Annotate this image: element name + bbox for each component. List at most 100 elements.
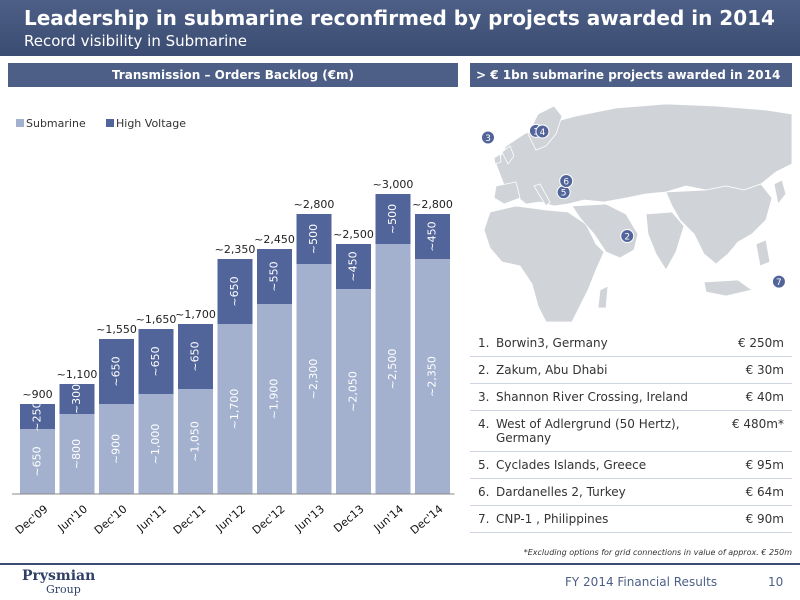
bar-high-voltage: [178, 324, 213, 389]
total-label: ~2,800: [294, 198, 335, 211]
project-value: € 64m: [745, 485, 784, 499]
data-label-submarine: ~900: [110, 434, 123, 464]
project-number: 6.: [478, 485, 490, 499]
logo-company: Prysmian: [22, 568, 96, 584]
data-label-high-voltage: ~650: [149, 346, 162, 376]
bar-high-voltage: [257, 249, 292, 304]
project-markers: 1234567: [480, 123, 786, 289]
chart-section-title: Transmission – Orders Backlog (€m): [8, 63, 458, 87]
project-value: € 95m: [745, 458, 784, 472]
bar-high-voltage: [375, 194, 411, 244]
logo-group: Group: [46, 583, 81, 596]
project-name: Borwin3, Germany: [496, 336, 608, 350]
project-row: 3. Shannon River Crossing, Ireland € 40m: [470, 384, 792, 411]
bar-submarine: [217, 324, 253, 494]
bar-submarine: [138, 394, 174, 494]
map-marker-7: [771, 274, 786, 289]
bar-high-voltage: [217, 259, 253, 324]
data-label-high-voltage: ~500: [386, 204, 399, 234]
legend-label-0: Submarine: [26, 117, 86, 130]
data-label-submarine: ~1,000: [149, 424, 162, 465]
page-title: Leadership in submarine reconfirmed by p…: [24, 6, 775, 30]
data-label-high-voltage: ~250: [31, 401, 44, 431]
category-label: Dec'12: [250, 502, 288, 537]
category-label: Dec13: [331, 502, 366, 535]
backlog-chart: Submarine High Voltage ~650 ~250 ~900 Dec'09 ~…: [12, 117, 455, 537]
total-label: ~1,100: [57, 368, 98, 381]
project-name: Zakum, Abu Dhabi: [496, 363, 608, 377]
total-label: ~1,550: [96, 323, 137, 336]
category-label: Jun'13: [292, 502, 327, 535]
bar-high-voltage: [415, 214, 450, 259]
category-label: Dec'14: [408, 502, 446, 537]
category-label: Jun'11: [134, 502, 169, 535]
map-marker-label: 6: [563, 177, 569, 187]
map-marker-2: [620, 229, 635, 244]
project-name: Dardanelles 2, Turkey: [496, 485, 626, 499]
legend-swatch-0: [16, 119, 24, 127]
bar-high-voltage: [138, 329, 174, 394]
company-logo: Prysmian Group: [22, 568, 96, 596]
category-label: Dec'11: [171, 502, 209, 537]
bar-submarine: [336, 289, 371, 494]
project-number: 2.: [478, 363, 490, 377]
world-map: 1234567: [476, 94, 792, 322]
data-label-high-voltage: ~650: [110, 356, 123, 386]
footnote: *Excluding options for grid connections …: [523, 548, 792, 557]
category-label: Dec'09: [13, 502, 51, 537]
total-label: ~3,000: [373, 178, 414, 191]
project-row: 6. Dardanelles 2, Turkey € 64m: [470, 479, 792, 506]
bar-submarine: [415, 259, 450, 494]
legend-swatch-1: [106, 119, 114, 127]
total-label: ~1,700: [175, 308, 216, 321]
bar-submarine: [296, 264, 332, 494]
map-marker-label: 5: [561, 189, 567, 199]
footer-text: FY 2014 Financial Results: [565, 575, 718, 589]
project-name: Shannon River Crossing, Ireland: [496, 390, 689, 404]
total-label: ~2,800: [412, 198, 453, 211]
bar-submarine: [178, 389, 213, 494]
category-label: Jun'12: [213, 502, 248, 535]
total-label: ~2,350: [215, 243, 256, 256]
project-row: 4. West of Adlergrund (50 Hertz), Germany…: [470, 411, 792, 452]
bar-submarine: [99, 404, 134, 494]
project-number: 1.: [478, 336, 490, 350]
total-label: ~1,650: [136, 313, 177, 326]
page-number: 10: [768, 575, 784, 589]
project-value: € 90m: [745, 512, 784, 526]
category-label: Jun'10: [55, 502, 90, 535]
category-label: Dec'10: [92, 502, 130, 537]
bar-submarine: [20, 429, 55, 494]
header-bar: Leadership in submarine reconfirmed by p…: [0, 0, 800, 56]
data-label-submarine: ~2,300: [307, 359, 320, 400]
bar-submarine: [257, 304, 292, 494]
data-label-high-voltage: ~450: [426, 221, 439, 251]
total-label: ~2,450: [254, 233, 295, 246]
project-number: 7.: [478, 512, 490, 526]
map-marker-label: 4: [540, 128, 546, 138]
bar-submarine: [59, 414, 95, 494]
page-subtitle: Record visibility in Submarine: [24, 32, 248, 50]
data-label-high-voltage: ~300: [70, 384, 83, 414]
project-number: 5.: [478, 458, 490, 472]
data-label-high-voltage: ~550: [268, 261, 281, 291]
project-number: 3.: [478, 390, 490, 404]
project-list: 1. Borwin3, Germany € 250m 2. Zakum, Abu Dha…: [470, 330, 792, 533]
project-value: € 250m: [737, 336, 784, 350]
data-label-submarine: ~1,050: [189, 421, 202, 462]
data-label-submarine: ~2,350: [426, 356, 439, 397]
data-label-high-voltage: ~500: [307, 224, 320, 254]
bar-high-voltage: [296, 214, 332, 264]
data-label-submarine: ~1,900: [268, 379, 281, 420]
legend-label-1: High Voltage: [116, 117, 186, 130]
project-row: 2. Zakum, Abu Dhabi € 30m: [470, 357, 792, 384]
bar-high-voltage: [336, 244, 371, 289]
project-value: € 480m*: [731, 417, 784, 431]
data-label-high-voltage: ~450: [347, 251, 360, 281]
map-marker-3: [480, 130, 495, 145]
map-marker-label: 7: [776, 278, 782, 288]
data-label-high-voltage: ~650: [189, 341, 202, 371]
bar-high-voltage: [99, 339, 134, 404]
total-label: ~2,500: [333, 228, 374, 241]
project-value: € 40m: [745, 390, 784, 404]
